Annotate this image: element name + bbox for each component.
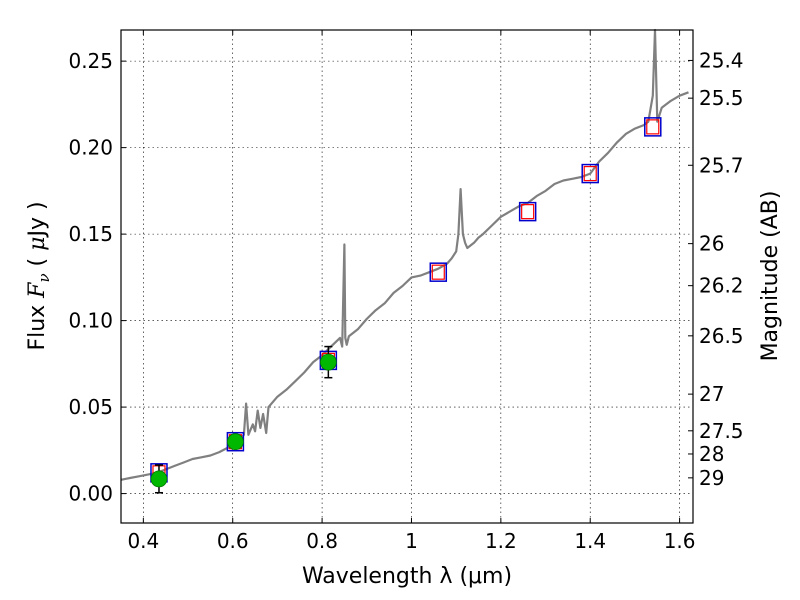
filter-box-marker [581, 163, 599, 184]
markers [150, 117, 662, 494]
plot-frame [120, 29, 694, 524]
x-tick-label: 0.8 [306, 529, 338, 553]
mag-tick-label: 28 [699, 442, 724, 466]
x-tick-label: 1.6 [664, 529, 696, 553]
filter-box-marker [644, 117, 662, 137]
model-photometry-marker [583, 165, 597, 182]
y-tick-label: 0.00 [68, 482, 113, 506]
mag-tick-label: 27.5 [699, 419, 744, 443]
model-photometry-marker [521, 204, 535, 220]
mag-tick-label: 26 [699, 232, 724, 256]
mag-tick-label: 26.2 [699, 274, 744, 298]
filter-box-marker [518, 201, 537, 222]
y-tick-label: 0.05 [68, 395, 113, 419]
observed-point [319, 353, 337, 371]
right-axis-label: Magnitude (AB) [758, 191, 783, 362]
x-axis-label: Wavelength λ (μm) [302, 564, 512, 589]
y-tick-label: 0.15 [68, 222, 113, 246]
y-tick-label: 0.20 [68, 136, 113, 160]
mag-tick-label: 25.5 [699, 86, 744, 110]
x-tick-label: 1 [405, 529, 418, 553]
y-tick-label: 0.25 [68, 49, 113, 73]
observed-point [226, 433, 244, 451]
mag-tick-label: 25.7 [699, 153, 744, 177]
x-tick-label: 0.6 [217, 529, 249, 553]
model-photometry-marker [646, 119, 660, 135]
observed-point [150, 470, 168, 488]
x-tick-label: 0.4 [127, 529, 159, 553]
plot-background [121, 30, 693, 523]
filter-box-marker [429, 262, 448, 282]
x-tick-label: 1.4 [574, 529, 606, 553]
mag-tick-label: 26.5 [699, 324, 744, 348]
mag-tick-label: 27 [699, 382, 724, 406]
ticks: 0.4 0.6 0.8 1 1.2 1.4 1.6 0.00 0.05 0.10 0.15 0.20 0… [68, 30, 744, 553]
y-tick-label: 0.10 [68, 309, 113, 333]
y-axis-label: Flux Fν ( μJy ) [25, 201, 53, 350]
mag-tick-label: 29 [699, 466, 724, 490]
model-photometry-marker [431, 264, 445, 280]
x-tick-label: 1.2 [485, 529, 517, 553]
mag-tick-label: 25.4 [699, 48, 744, 72]
